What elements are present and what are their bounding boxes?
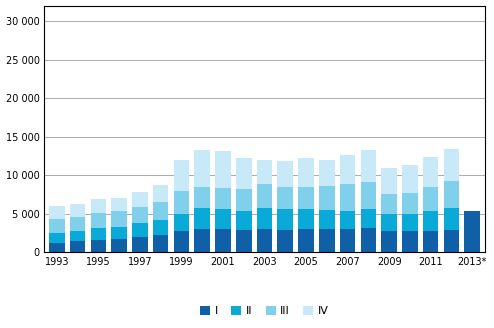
Bar [402,214,417,232]
Bar [90,240,106,252]
Bar [298,187,314,209]
Bar [319,160,334,186]
Bar [70,241,85,252]
Bar [381,168,397,194]
Bar [49,243,65,252]
Bar [215,188,231,209]
Bar [70,217,85,231]
Bar [90,199,106,213]
Bar [49,206,65,219]
Bar [444,208,459,230]
Bar [174,214,189,231]
Bar [215,151,231,188]
Bar [423,231,438,252]
Bar [381,232,397,252]
Bar [257,229,272,252]
Bar [132,192,148,207]
Bar [278,187,293,209]
Legend: I, II, III, IV: I, II, III, IV [196,302,333,321]
Bar [90,213,106,228]
Bar [195,187,210,208]
Bar [402,232,417,252]
Bar [49,219,65,233]
Bar [195,150,210,187]
Bar [402,193,417,214]
Bar [340,184,355,211]
Bar [174,160,189,191]
Bar [236,230,251,252]
Bar [278,209,293,230]
Bar [340,155,355,184]
Bar [298,158,314,187]
Bar [278,230,293,252]
Bar [111,211,127,227]
Bar [319,229,334,252]
Bar [464,211,480,252]
Bar [174,191,189,214]
Bar [215,229,231,252]
Bar [195,208,210,229]
Bar [132,223,148,237]
Bar [132,207,148,223]
Bar [340,211,355,229]
Bar [153,185,168,202]
Bar [236,211,251,230]
Bar [49,233,65,243]
Bar [174,231,189,252]
Bar [257,208,272,229]
Bar [402,165,417,193]
Bar [153,220,168,235]
Bar [423,157,438,188]
Bar [444,230,459,252]
Bar [298,229,314,252]
Bar [111,198,127,211]
Bar [257,184,272,208]
Bar [319,186,334,210]
Bar [381,215,397,232]
Bar [298,209,314,229]
Bar [153,235,168,252]
Bar [361,150,376,182]
Bar [423,211,438,231]
Bar [361,209,376,228]
Bar [132,237,148,252]
Bar [90,228,106,240]
Bar [340,229,355,252]
Bar [70,231,85,241]
Bar [444,149,459,181]
Bar [319,210,334,229]
Bar [236,189,251,211]
Bar [423,188,438,211]
Bar [215,209,231,229]
Bar [381,194,397,215]
Bar [111,239,127,252]
Bar [257,160,272,184]
Bar [153,202,168,220]
Bar [236,158,251,189]
Bar [278,161,293,187]
Bar [444,181,459,208]
Bar [70,204,85,217]
Bar [111,227,127,239]
Bar [361,182,376,209]
Bar [195,229,210,252]
Bar [361,228,376,252]
